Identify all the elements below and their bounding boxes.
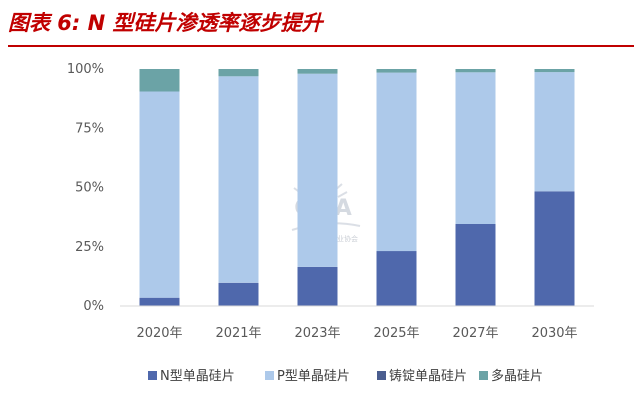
legend-label: 铸锭单晶硅片 (389, 368, 467, 384)
x-tick-label: 2030年 (531, 326, 577, 341)
bar-segment-1 (139, 91, 180, 298)
bar-segment-0 (534, 191, 575, 306)
bar-segment-0 (297, 266, 338, 306)
legend-label: P型单晶硅片 (277, 369, 350, 384)
bar-segment-3 (376, 69, 417, 73)
y-tick-label: 25% (75, 240, 104, 255)
x-tick-label: 2021年 (215, 326, 261, 341)
bar-segment-0 (455, 224, 496, 306)
bar-segment-3 (534, 69, 575, 73)
y-tick-label: 50% (75, 181, 104, 196)
legend-swatch (377, 371, 386, 380)
bar-segment-0 (218, 282, 259, 306)
legend-item: 多晶硅片 (479, 368, 543, 384)
y-tick-label: 75% (75, 121, 104, 136)
y-tick-label: 0% (83, 299, 104, 314)
bar-segment-0 (376, 251, 417, 306)
y-tick-label: 100% (67, 62, 104, 77)
legend-swatch (148, 371, 157, 380)
x-tick-label: 2020年 (136, 326, 182, 341)
figure-title: 图表 6: N 型硅片渗透率逐步提升 (8, 11, 323, 35)
x-tick-label: 2023年 (294, 326, 340, 341)
bar-segment-1 (534, 72, 575, 192)
x-tick-label: 2027年 (452, 326, 498, 341)
legend-swatch (265, 371, 274, 380)
legend-label: 多晶硅片 (491, 368, 543, 384)
bar-segment-1 (297, 73, 338, 267)
bar-segment-1 (218, 76, 259, 283)
bar-segment-1 (376, 72, 417, 252)
x-tick-label: 2025年 (373, 326, 419, 341)
bar-segment-3 (218, 69, 259, 77)
title-underline (8, 45, 634, 47)
legend-item: P型单晶硅片 (265, 369, 350, 384)
bar-segment-1 (455, 72, 496, 224)
legend-label: N型单晶硅片 (160, 369, 235, 384)
legend-item: N型单晶硅片 (148, 369, 235, 384)
legend-swatch (479, 371, 488, 380)
bar-segment-3 (297, 69, 338, 74)
bar-segment-0 (139, 297, 180, 306)
legend-item: 铸锭单晶硅片 (377, 368, 467, 384)
bar-segment-3 (455, 69, 496, 73)
bar-segment-3 (139, 69, 180, 92)
